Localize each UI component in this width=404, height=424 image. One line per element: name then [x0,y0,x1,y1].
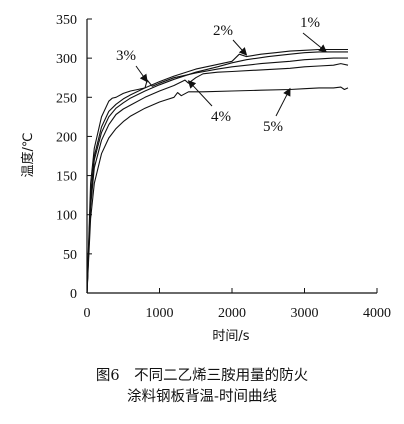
series-line-1 [86,51,348,294]
series-labels: 1% 2% 3% 4% 5% [116,15,328,135]
annotation-arrow [232,39,248,56]
x-axis-title: 时间/s [212,329,249,344]
y-tick-label: 100 [56,209,77,224]
series-label-3pct: 3% [116,48,136,64]
series-label-4pct: 4% [211,109,231,125]
figure-caption-line-1: 图6 不同二乙烯三胺用量的防火 [0,366,404,387]
series-label-5pct: 5% [263,119,283,135]
annotation-arrow [275,87,291,117]
y-tick-label: 300 [56,52,77,67]
x-tick-label: 0 [84,306,91,321]
series-line-3 [86,57,348,294]
figure-caption-line-2: 涂料钢板背温-时间曲线 [0,387,404,408]
series-label-1pct: 1% [300,15,320,31]
axes: 0 50 100 150 200 250 300 350 0 1000 2000 3000 4000 [56,13,391,321]
series-layer [86,48,349,294]
y-tick-label: 200 [56,130,77,145]
caption-text-2: 涂料钢板背温-时间曲线 [127,389,277,405]
y-tick-label: 0 [70,287,77,302]
y-tick-label: 150 [56,170,77,185]
x-tick-label: 4000 [363,306,391,321]
x-tick-label: 1000 [146,306,174,321]
y-axis-title: 温度/℃ [20,133,36,178]
x-tick-label: 2000 [218,306,246,321]
series-line-4 [86,63,349,294]
series-label-2pct: 2% [213,23,233,39]
annotation-arrow [187,80,213,107]
series-line-5 [86,86,349,294]
annotation-arrow [302,32,328,53]
x-tick-label: 3000 [291,306,319,321]
y-tick-label: 250 [56,91,77,106]
caption-text-1: 图6 不同二乙烯三胺用量的防火 [95,368,309,384]
series-line-2 [86,48,348,294]
y-tick-label: 50 [63,248,77,263]
annotation-arrow [135,65,148,83]
y-tick-label: 350 [56,13,77,28]
